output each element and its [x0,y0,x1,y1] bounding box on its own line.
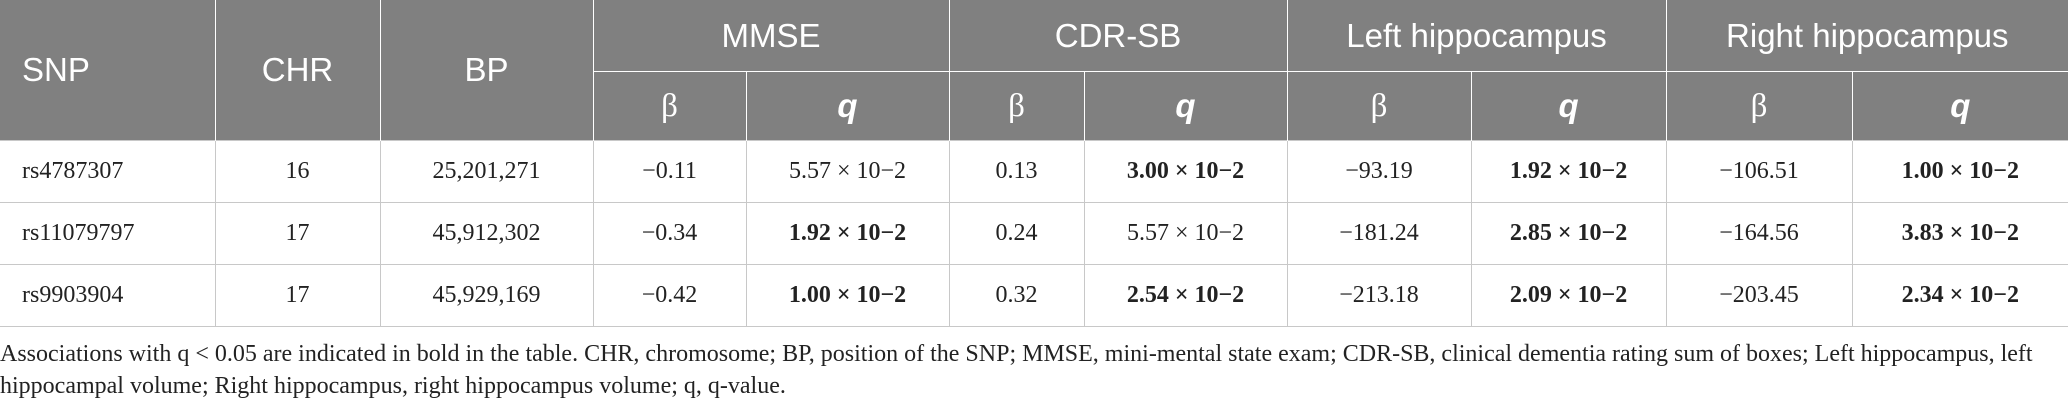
cdrsb-q-cell: 5.57 × 10−2 [1084,202,1288,265]
right-hippocampus-q-cell: 2.34 × 10−2 [1852,264,2068,327]
subheader-left-hippocampus-q: q [1471,71,1667,141]
cdrsb-q-cell: 2.54 × 10−2 [1084,264,1288,327]
subheader-mmse-beta: β [593,71,747,141]
header-bp: BP [380,0,594,141]
cdrsb-beta-cell: 0.13 [949,140,1085,203]
cdrsb-beta-cell: 0.24 [949,202,1085,265]
right-hippocampus-beta-cell: −203.45 [1666,264,1853,327]
snp-association-table: SNP CHR BP MMSE CDR-SB Left hippocampus … [0,0,2068,327]
header-mmse: MMSE [593,0,950,72]
chr-cell: 17 [215,202,381,265]
snp-cell: rs4787307 [0,140,216,203]
table-row: rs4787307 16 25,201,271 −0.11 5.57 × 10−2 0.1… [0,140,2068,203]
subheader-cdrsb-q: q [1084,71,1288,141]
subheader-mmse-q: q [746,71,950,141]
snp-cell: rs9903904 [0,264,216,327]
table-body: rs4787307 16 25,201,271 −0.11 5.57 × 10−2 0.1… [0,140,2068,327]
subheader-right-hippocampus-beta: β [1666,71,1853,141]
right-hippocampus-beta-cell: −106.51 [1666,140,1853,203]
header-left-hippocampus: Left hippocampus [1287,0,1667,72]
left-hippocampus-q-cell: 2.09 × 10−2 [1471,264,1667,327]
snp-cell: rs11079797 [0,202,216,265]
bp-cell: 25,201,271 [380,140,594,203]
bp-cell: 45,912,302 [380,202,594,265]
left-hippocampus-beta-cell: −181.24 [1287,202,1472,265]
chr-cell: 17 [215,264,381,327]
right-hippocampus-beta-cell: −164.56 [1666,202,1853,265]
subheader-left-hippocampus-beta: β [1287,71,1472,141]
mmse-q-cell: 5.57 × 10−2 [746,140,950,203]
table-row: rs9903904 17 45,929,169 −0.42 1.00 × 10−2 0.3… [0,264,2068,327]
header-snp: SNP [0,0,216,141]
right-hippocampus-q-cell: 1.00 × 10−2 [1852,140,2068,203]
bp-cell: 45,929,169 [380,264,594,327]
table-row: rs11079797 17 45,912,302 −0.34 1.92 × 10−2 0.… [0,202,2068,265]
left-hippocampus-q-cell: 1.92 × 10−2 [1471,140,1667,203]
mmse-beta-cell: −0.42 [593,264,747,327]
mmse-q-cell: 1.00 × 10−2 [746,264,950,327]
cdrsb-beta-cell: 0.32 [949,264,1085,327]
mmse-q-cell: 1.92 × 10−2 [746,202,950,265]
left-hippocampus-beta-cell: −213.18 [1287,264,1472,327]
header-right-hippocampus: Right hippocampus [1666,0,2068,72]
subheader-cdrsb-beta: β [949,71,1085,141]
mmse-beta-cell: −0.34 [593,202,747,265]
cdrsb-q-cell: 3.00 × 10−2 [1084,140,1288,203]
header-chr: CHR [215,0,381,141]
chr-cell: 16 [215,140,381,203]
right-hippocampus-q-cell: 3.83 × 10−2 [1852,202,2068,265]
left-hippocampus-beta-cell: −93.19 [1287,140,1472,203]
header-cdrsb: CDR-SB [949,0,1288,72]
mmse-beta-cell: −0.11 [593,140,747,203]
table-footnote: Associations with q < 0.05 are indicated… [0,341,2033,399]
subheader-right-hippocampus-q: q [1852,71,2068,141]
left-hippocampus-q-cell: 2.85 × 10−2 [1471,202,1667,265]
